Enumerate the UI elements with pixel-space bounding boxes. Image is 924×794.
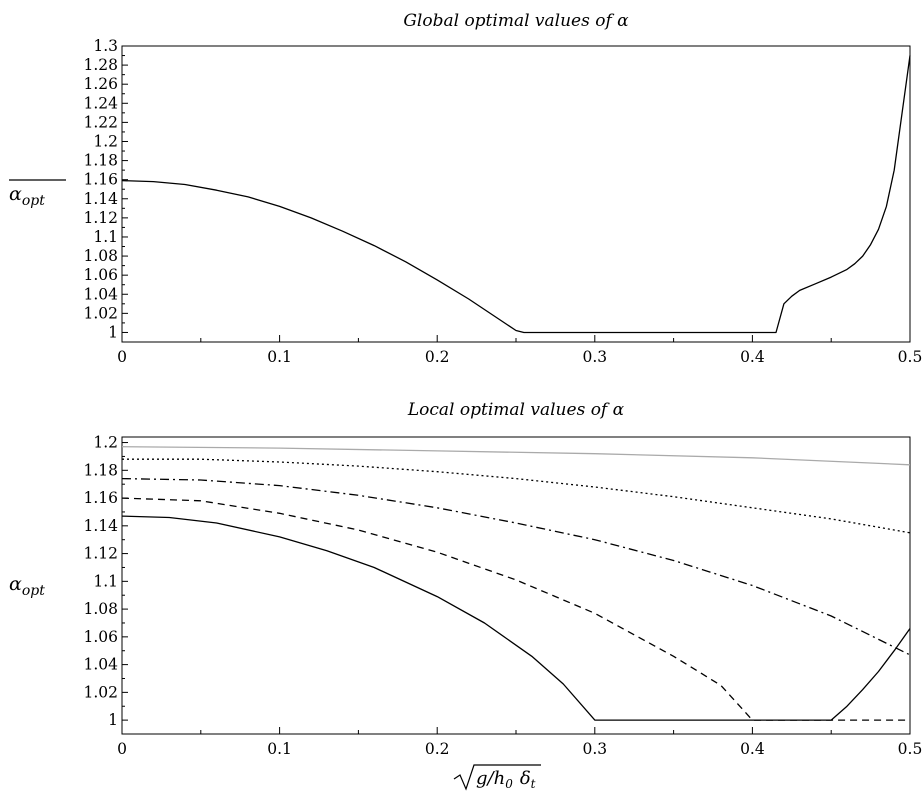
global-chart-x-tick-label: 0.5 (898, 348, 923, 366)
local-chart-x-tick-label: 0.4 (740, 740, 765, 758)
local-chart-y-tick-label: 1.06 (83, 628, 118, 646)
local-chart-x-label: g/h0 δt (476, 768, 536, 791)
local-chart-x-tick-label: 0.3 (582, 740, 607, 758)
global-chart-y-tick-label: 1.26 (83, 75, 118, 93)
sqrt-radical-icon (453, 764, 541, 791)
global-chart-y-label: αopt (9, 183, 45, 209)
global-chart-y-label-subscript: opt (22, 193, 45, 209)
local-chart: Local optimal values of α 11.021.041.061… (9, 400, 922, 791)
local-chart-y-tick-label: 1.12 (83, 545, 118, 563)
local-chart-y-label-subscript: opt (22, 583, 45, 599)
global-chart-series-1-line (121, 55, 911, 334)
global-chart-y-tick-label: 1.2 (93, 132, 118, 150)
global-chart-y-tick-label: 1.04 (83, 285, 118, 303)
local-chart-y-ticks: 1 1.02 1.04 1.06 1.08 1.1 1.12 1.14 1.16 1.18 1.2 (83, 434, 128, 729)
global-chart-y-tick-label: 1.12 (83, 209, 118, 227)
x-label-sqrt-content: g/h (476, 768, 505, 789)
local-chart-series-2-line (122, 458, 911, 534)
local-chart-y-tick-label: 1.08 (83, 600, 118, 618)
global-chart-x-ticks: 0 0.1 0.2 0.3 0.4 0.5 (117, 335, 922, 366)
local-chart-series-5-line (121, 515, 911, 721)
local-chart-x-axis-label: g/h0 δt (453, 764, 541, 791)
x-label-delta: δ (520, 768, 531, 789)
x-label-sub0: 0 (505, 777, 513, 791)
global-chart-y-label-main: α (9, 183, 22, 205)
global-chart-y-tick-label: 1.02 (83, 304, 118, 322)
local-chart-y-label: αopt (9, 573, 45, 599)
global-chart-series (121, 55, 911, 334)
local-chart-series-4-line (121, 497, 910, 721)
global-chart-x-tick-label: 0.1 (267, 348, 292, 366)
global-chart-title: Global optimal values of α (403, 11, 629, 31)
local-chart-y-tick-label: 1.02 (83, 683, 118, 701)
local-chart-x-tick-label: 0.1 (267, 740, 292, 758)
local-chart-y-tick-label: 1.2 (93, 434, 118, 452)
global-chart-y-tick-label: 1.22 (83, 113, 118, 131)
global-chart-y-tick-label: 1.08 (83, 247, 118, 265)
local-chart-y-tick-label: 1 (108, 711, 118, 729)
global-chart-y-tick-label: 1.18 (83, 152, 118, 170)
global-chart-y-tick-label: 1.28 (83, 56, 118, 74)
local-chart-y-tick-label: 1.16 (83, 489, 118, 507)
local-chart-x-tick-label: 0.2 (425, 740, 450, 758)
global-chart-y-tick-label: 1.24 (83, 94, 118, 112)
global-chart-y-tick-label: 1.1 (93, 228, 118, 246)
local-chart-y-tick-label: 1.04 (83, 656, 118, 674)
local-chart-y-tick-label: 1.18 (83, 461, 118, 479)
global-chart-y-ticks: 11.021.041.061.081.11.121.141.161.181.21… (83, 37, 128, 341)
global-chart-y-tick-label: 1.06 (83, 266, 118, 284)
local-chart-y-label-main: α (9, 573, 22, 595)
x-label-subt: t (531, 777, 536, 791)
global-chart-y-axis-label: αopt (9, 179, 66, 209)
local-chart-series (121, 446, 911, 721)
global-chart-x-tick-label: 0.3 (582, 348, 607, 366)
local-chart-y-tick-label: 1.1 (93, 572, 118, 590)
global-chart-y-tick-label: 1.14 (83, 190, 118, 208)
global-chart-frame (121, 45, 911, 343)
global-chart-y-tick-label: 1 (108, 323, 118, 341)
global-chart-y-tick-label: 1.3 (93, 37, 118, 55)
global-chart-x-tick-label: 0 (117, 348, 127, 366)
local-chart-title: Local optimal values of α (407, 400, 625, 420)
global-chart-x-tick-label: 0.2 (425, 348, 450, 366)
local-chart-x-tick-label: 0 (117, 740, 127, 758)
local-chart-series-3-line (121, 477, 911, 656)
global-chart-y-tick-label: 1.16 (83, 171, 118, 189)
local-chart-x-ticks: 0 0.1 0.2 0.3 0.4 0.5 (117, 727, 922, 758)
local-chart-frame (121, 436, 911, 735)
local-chart-y-tick-label: 1.14 (83, 517, 118, 535)
local-chart-x-tick-label: 0.5 (898, 740, 923, 758)
global-chart: Global optimal values of α 11.021.041.06… (9, 11, 922, 366)
local-chart-series-1-line (121, 446, 911, 466)
global-chart-x-tick-label: 0.4 (740, 348, 765, 366)
